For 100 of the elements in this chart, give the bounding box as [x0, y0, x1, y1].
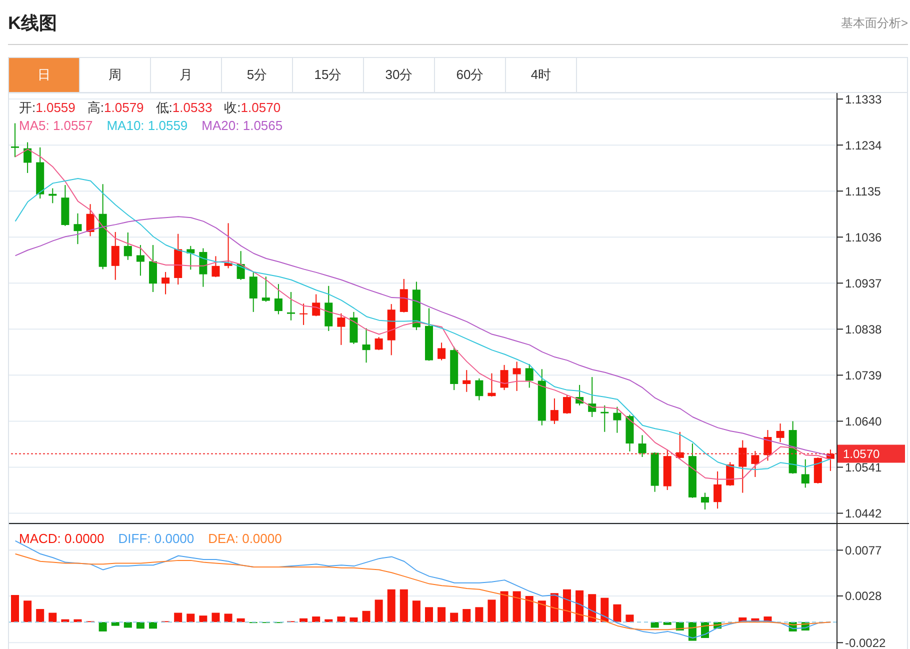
text: 15分	[293, 58, 364, 92]
y-tick-label: 1.1333	[845, 92, 882, 106]
y-tick-label: 1.1036	[845, 230, 882, 244]
candlestick	[525, 364, 534, 388]
bar	[111, 622, 120, 626]
bar	[174, 612, 182, 622]
bar	[312, 616, 320, 622]
y-tick-label: 1.0937	[845, 276, 882, 290]
bar	[550, 593, 558, 622]
candlestick	[262, 276, 270, 302]
bar	[450, 612, 458, 622]
y-tick-label: 1.0838	[845, 322, 882, 336]
candlestick	[86, 204, 94, 237]
bar	[576, 590, 584, 622]
y-tick-label: 1.1135	[845, 184, 882, 198]
bar	[199, 616, 208, 622]
bar	[337, 616, 346, 622]
annotation: 高:1.0579	[87, 100, 144, 115]
candlestick	[300, 303, 308, 326]
bar	[350, 617, 358, 622]
bar	[11, 595, 19, 622]
candlestick	[337, 312, 346, 346]
candlestick	[776, 423, 784, 443]
y-tick-label: 1.0739	[845, 368, 882, 382]
candlestick	[374, 336, 383, 351]
y-tick-label: 1.0640	[845, 414, 882, 428]
bar	[488, 600, 496, 622]
series-label: DIFF: 0.0000	[118, 531, 194, 546]
text: 基本面分析>	[840, 14, 908, 32]
y-tick-label: 0.0077	[845, 543, 882, 558]
candlestick	[801, 458, 810, 488]
y-tick-label: -0.0022	[845, 636, 886, 649]
candlestick	[249, 272, 258, 312]
y-tick-label: 1.1234	[845, 138, 882, 152]
candlestick	[714, 470, 722, 510]
y-tick-label: 1.0442	[845, 506, 882, 520]
series-label: MA5: 1.0557	[19, 118, 93, 133]
candlestick	[751, 450, 760, 478]
bar	[613, 604, 622, 622]
candlestick	[400, 278, 408, 313]
candlestick	[550, 398, 558, 424]
bar	[136, 622, 144, 629]
candlestick	[212, 256, 220, 278]
bar	[224, 614, 232, 622]
bar	[149, 622, 157, 629]
annotation: 收:1.0570	[224, 100, 281, 115]
bar	[563, 589, 571, 622]
bar	[387, 589, 396, 622]
line-series	[14, 553, 832, 630]
candlestick	[312, 294, 320, 317]
bar	[24, 600, 32, 622]
candlestick	[488, 372, 496, 398]
candlestick	[600, 404, 609, 432]
candlestick	[162, 271, 170, 295]
candlestick	[11, 122, 19, 158]
text: 周	[80, 58, 151, 92]
candlestick	[186, 245, 195, 270]
candlestick	[136, 244, 144, 276]
bar	[538, 600, 546, 622]
bar	[362, 610, 370, 622]
candlestick	[764, 430, 772, 462]
bar	[36, 609, 44, 622]
candlestick	[287, 291, 295, 321]
bar	[462, 609, 471, 622]
text: 月	[151, 58, 222, 92]
annotation: 低:1.0533	[156, 100, 212, 115]
text: MA20: 1.0565	[202, 118, 283, 133]
candlestick	[149, 244, 157, 292]
bar	[663, 622, 672, 625]
bar	[600, 598, 609, 622]
bar	[512, 591, 521, 622]
candlestick	[199, 248, 208, 288]
y-tick-label: 1.0541	[845, 460, 882, 474]
bar	[186, 614, 195, 622]
candlestick	[738, 440, 747, 494]
candlestick	[124, 232, 132, 260]
chart-title: K线图	[8, 12, 57, 35]
candlestick	[111, 231, 120, 280]
candlestick	[475, 378, 484, 401]
candlestick	[274, 284, 282, 315]
candlestick	[324, 285, 333, 332]
annotation: 开:1.0559	[19, 100, 76, 115]
bar	[525, 596, 534, 622]
bar	[412, 600, 420, 622]
candlestick	[613, 406, 622, 434]
bar	[400, 589, 408, 622]
ref-line-label: 1.0570	[843, 447, 880, 462]
candlestick	[512, 361, 521, 392]
bar	[48, 612, 57, 622]
y-tick-label: 0.0028	[845, 589, 882, 604]
candlestick	[74, 212, 82, 245]
text: MA10: 1.0559	[106, 118, 188, 133]
bar	[475, 607, 484, 622]
bar	[374, 600, 383, 622]
bar	[212, 612, 220, 622]
candlestick	[500, 364, 508, 391]
candlestick	[638, 434, 646, 458]
bar	[98, 622, 107, 632]
text: 5分	[222, 58, 293, 92]
bar	[425, 607, 433, 622]
